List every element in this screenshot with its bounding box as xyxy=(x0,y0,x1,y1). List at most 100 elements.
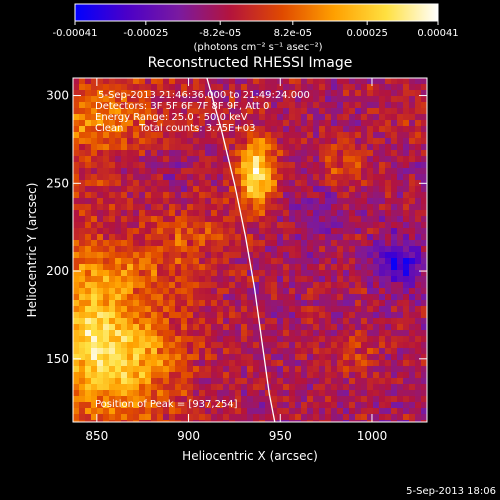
heatmap-cell xyxy=(355,270,362,277)
heatmap-cell xyxy=(409,276,416,283)
heatmap-cell xyxy=(409,270,416,277)
heatmap-cell xyxy=(211,396,218,403)
heatmap-cell xyxy=(235,240,242,247)
heatmap-cell xyxy=(109,258,116,265)
heatmap-cell xyxy=(409,372,416,379)
heatmap-cell xyxy=(325,138,332,145)
heatmap-cell xyxy=(73,96,80,103)
heatmap-cell xyxy=(97,306,104,313)
heatmap-cell xyxy=(187,408,194,415)
heatmap-cell xyxy=(229,378,236,385)
heatmap-cell xyxy=(277,102,284,109)
heatmap-cell xyxy=(295,162,302,169)
heatmap-cell xyxy=(283,288,290,295)
heatmap-cell xyxy=(109,390,116,397)
heatmap-cell xyxy=(175,186,182,193)
heatmap-cell xyxy=(343,162,350,169)
heatmap-cell xyxy=(343,144,350,151)
heatmap-cell xyxy=(373,228,380,235)
heatmap-cell xyxy=(115,120,122,127)
heatmap-cell xyxy=(217,120,224,127)
heatmap-cell xyxy=(133,216,140,223)
heatmap-cell xyxy=(241,138,248,145)
heatmap-cell xyxy=(73,384,80,391)
heatmap-cell xyxy=(295,210,302,217)
heatmap-cell xyxy=(355,234,362,241)
heatmap-cell xyxy=(79,192,86,199)
heatmap-cell xyxy=(415,378,422,385)
heatmap-cell xyxy=(343,246,350,253)
heatmap-cell xyxy=(367,120,374,127)
annotation-peak-position: Position of Peak = [937,254] xyxy=(95,399,238,410)
heatmap-cell xyxy=(223,414,230,421)
heatmap-cell xyxy=(133,318,140,325)
heatmap-cell xyxy=(187,390,194,397)
heatmap-cell xyxy=(235,414,242,421)
heatmap-cell xyxy=(157,258,164,265)
heatmap-cell xyxy=(241,186,248,193)
heatmap-cell xyxy=(247,216,254,223)
heatmap-cell xyxy=(361,84,368,91)
heatmap-cell xyxy=(181,342,188,349)
heatmap-cell xyxy=(109,402,116,409)
heatmap-cell xyxy=(307,174,314,181)
heatmap-cell xyxy=(343,150,350,157)
heatmap-cell xyxy=(199,174,206,181)
heatmap-cell xyxy=(79,258,86,265)
heatmap-cell xyxy=(187,120,194,127)
heatmap-cell xyxy=(211,372,218,379)
heatmap-cell xyxy=(331,366,338,373)
heatmap-cell xyxy=(91,138,98,145)
heatmap-cell xyxy=(73,408,80,415)
heatmap-cell xyxy=(169,402,176,409)
heatmap-cell xyxy=(91,282,98,289)
heatmap-cell xyxy=(283,378,290,385)
heatmap-cell xyxy=(289,108,296,115)
heatmap-cell xyxy=(145,420,152,422)
heatmap-cell xyxy=(85,210,92,217)
heatmap-cell xyxy=(85,336,92,343)
heatmap-cell xyxy=(301,246,308,253)
heatmap-cell xyxy=(283,240,290,247)
heatmap-cell xyxy=(85,192,92,199)
heatmap-cell xyxy=(421,282,427,289)
heatmap-cell xyxy=(199,420,206,422)
heatmap-cell xyxy=(331,318,338,325)
heatmap-cell xyxy=(121,252,128,259)
heatmap-cell xyxy=(103,120,110,127)
heatmap-cell xyxy=(139,162,146,169)
heatmap-cell xyxy=(121,270,128,277)
heatmap-cell xyxy=(289,234,296,241)
heatmap-cell xyxy=(145,240,152,247)
heatmap-cell xyxy=(85,216,92,223)
heatmap-cell xyxy=(343,372,350,379)
heatmap-cell xyxy=(331,300,338,307)
heatmap-cell xyxy=(97,294,104,301)
heatmap-cell xyxy=(121,210,128,217)
heatmap-cell xyxy=(211,168,218,175)
heatmap-cell xyxy=(253,198,260,205)
heatmap-cell xyxy=(79,414,86,421)
heatmap-cell xyxy=(253,390,260,397)
heatmap-cell xyxy=(133,240,140,247)
heatmap-cell xyxy=(295,132,302,139)
heatmap-cell xyxy=(103,354,110,361)
heatmap-cell xyxy=(319,396,326,403)
heatmap-cell xyxy=(85,120,92,127)
heatmap-cell xyxy=(187,396,194,403)
heatmap-cell xyxy=(73,402,80,409)
heatmap-cell xyxy=(133,84,140,91)
heatmap-cell xyxy=(307,336,314,343)
heatmap-cell xyxy=(241,282,248,289)
heatmap-cell xyxy=(109,288,116,295)
heatmap-cell xyxy=(265,420,272,422)
heatmap-cell xyxy=(97,90,104,97)
heatmap-cell xyxy=(229,348,236,355)
heatmap-cell xyxy=(121,288,128,295)
heatmap-cell xyxy=(175,168,182,175)
heatmap-cell xyxy=(79,180,86,187)
heatmap-cell xyxy=(127,318,134,325)
heatmap-cell xyxy=(187,90,194,97)
heatmap-cell xyxy=(91,390,98,397)
heatmap-cell xyxy=(217,354,224,361)
